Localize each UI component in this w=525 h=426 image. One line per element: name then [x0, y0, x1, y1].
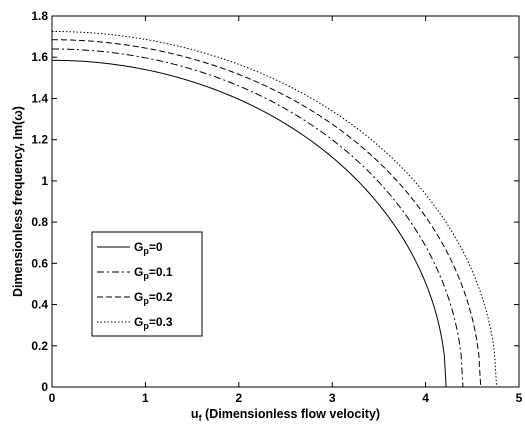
series-line-1: [52, 48, 464, 388]
y-tick-label: 0.2: [31, 339, 48, 353]
y-tick-label: 1: [41, 174, 48, 188]
y-tick-label: 1.2: [31, 133, 48, 147]
y-tick-label: 1.4: [31, 91, 48, 105]
series-line-0: [51, 59, 447, 388]
y-axis-label: Dimensionless frequency, Im(ω): [11, 106, 25, 297]
legend-label-0: Gp=0: [134, 240, 163, 256]
x-tick-label: 3: [329, 391, 336, 405]
x-ticks-group: 0 1 2 3 4 5: [49, 16, 523, 405]
legend-label-3: Gp=0.3: [134, 315, 173, 331]
y-tick-label: 1.8: [31, 9, 48, 23]
curves-group: [51, 30, 498, 388]
y-tick-label: 0: [41, 380, 48, 394]
x-tick-label: 2: [235, 391, 242, 405]
legend-box: [91, 231, 203, 337]
x-tick-label: 4: [422, 391, 429, 405]
y-tick-label: 0.8: [31, 215, 48, 229]
series-line-2: [51, 39, 482, 388]
x-tick-label: 1: [142, 391, 149, 405]
legend-label-1: Gp=0.1: [134, 265, 173, 281]
x-tick-label: 5: [516, 391, 523, 405]
series-line-3: [52, 30, 498, 388]
legend-label-2: Gp=0.2: [134, 290, 173, 306]
y-tick-label: 1.6: [31, 50, 48, 64]
y-ticks-group: 0 0.2 0.4 0.6 0.8 1 1.2 1.4 1.6 1.8: [31, 9, 519, 394]
y-tick-label: 0.6: [31, 256, 48, 270]
x-axis-label: uf (Dimensionless flow velocity): [191, 407, 380, 423]
x-tick-label: 0: [49, 391, 56, 405]
y-tick-label: 0.4: [31, 298, 48, 312]
legend: Gp=0 Gp=0.1 Gp=0.2 Gp=0.3: [91, 231, 203, 337]
